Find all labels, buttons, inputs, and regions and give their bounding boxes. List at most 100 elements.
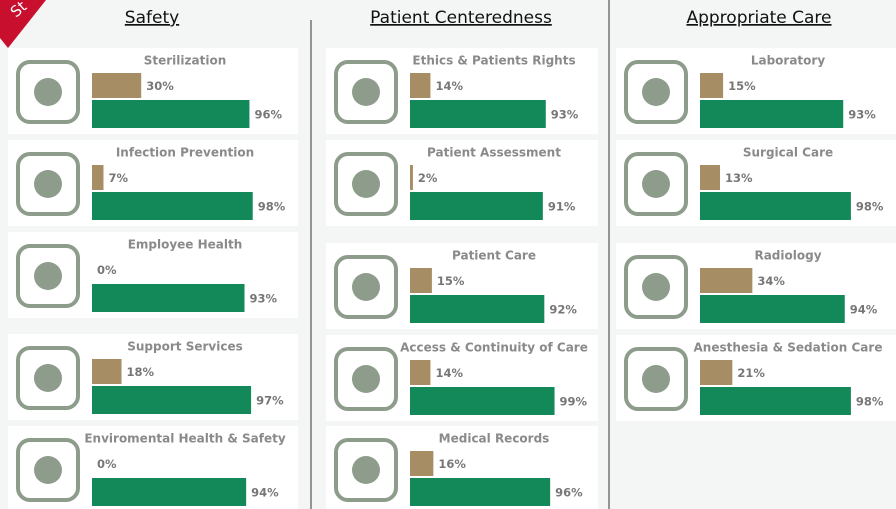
value-label: 98% [856, 395, 884, 409]
card-title: Patient Care [452, 249, 536, 263]
icon [624, 255, 688, 319]
value-label: 93% [250, 292, 278, 306]
icon [16, 60, 80, 124]
bar [700, 73, 724, 98]
card-title: Medical Records [439, 432, 550, 446]
card-title: Laboratory [751, 54, 825, 68]
bar [410, 478, 551, 506]
icon-shape [624, 347, 688, 411]
bar [700, 295, 845, 323]
icon-shape [34, 262, 62, 290]
value-label: 14% [435, 366, 463, 380]
card-title: Ethics & Patients Rights [412, 54, 575, 68]
value-label: 18% [127, 365, 155, 379]
bar [700, 268, 753, 293]
card-title: Sterilization [144, 54, 227, 68]
value-label: 98% [258, 200, 286, 214]
icon [16, 438, 80, 502]
bar [410, 295, 545, 323]
ribbon-text: St [7, 0, 30, 21]
bar [410, 100, 546, 128]
bar [92, 386, 252, 414]
icon [624, 347, 688, 411]
value-label: 7% [108, 171, 128, 185]
icon [16, 244, 80, 308]
icon-shape [642, 78, 670, 106]
icon-shape [352, 78, 380, 106]
value-label: 13% [725, 171, 753, 185]
card-title: Access & Continuity of Care [400, 341, 588, 355]
bar [92, 478, 247, 506]
value-label: 21% [737, 366, 765, 380]
icon [334, 347, 398, 411]
bar [92, 165, 104, 190]
value-label: 2% [418, 171, 438, 185]
card-title: Support Services [127, 340, 242, 354]
bar [92, 359, 122, 384]
icon [334, 438, 398, 502]
value-label: 0% [97, 263, 117, 277]
card-title: Surgical Care [743, 146, 833, 160]
value-label: 96% [254, 108, 282, 122]
icon-shape [352, 170, 380, 198]
bar [700, 165, 721, 190]
card-title: Employee Health [128, 238, 243, 252]
card-title: Patient Assessment [427, 146, 561, 160]
column-title: Appropriate Care [686, 8, 831, 28]
icon [16, 152, 80, 216]
icon-shape [624, 255, 688, 319]
icon-shape [352, 365, 380, 393]
icon [624, 60, 688, 124]
bar [410, 360, 431, 385]
icon-shape [34, 364, 62, 392]
bar [92, 284, 245, 312]
value-label: 93% [848, 108, 876, 122]
bar [92, 100, 250, 128]
icon [334, 255, 398, 319]
value-label: 16% [438, 457, 466, 471]
bar [410, 165, 413, 190]
icon-shape [334, 438, 398, 502]
icon-shape [34, 170, 62, 198]
bar [700, 387, 851, 415]
icon [334, 60, 398, 124]
value-label: 15% [728, 79, 756, 93]
card-title: Infection Prevention [116, 146, 254, 160]
icon-shape [334, 152, 398, 216]
bar [92, 192, 253, 220]
icon [16, 346, 80, 410]
value-label: 14% [435, 79, 463, 93]
value-label: 93% [551, 108, 579, 122]
icon-shape [334, 60, 398, 124]
bar [700, 100, 844, 128]
icon-shape [352, 273, 380, 301]
icon-shape [334, 255, 398, 319]
column-title: Safety [125, 8, 179, 28]
icon-shape [34, 78, 62, 106]
card-title: Anesthesia & Sedation Care [694, 341, 883, 355]
icon-shape [624, 60, 688, 124]
value-label: 30% [146, 79, 174, 93]
card-title: Radiology [754, 249, 821, 263]
icon-shape [16, 152, 80, 216]
icon-shape [34, 456, 62, 484]
bar [410, 192, 543, 220]
icon [624, 152, 688, 216]
value-label: 91% [548, 200, 576, 214]
bar [410, 387, 555, 415]
icon-shape [334, 347, 398, 411]
value-label: 15% [437, 274, 465, 288]
bar [700, 360, 733, 385]
icon-shape [16, 438, 80, 502]
value-label: 94% [251, 486, 279, 500]
icon-shape [352, 456, 380, 484]
icon [334, 152, 398, 216]
value-label: 99% [560, 395, 588, 409]
value-label: 98% [856, 200, 884, 214]
bar [410, 451, 434, 476]
value-label: 97% [256, 394, 284, 408]
card-title: Enviromental Health & Safety [84, 432, 285, 446]
icon-shape [642, 170, 670, 198]
icon-shape [16, 60, 80, 124]
